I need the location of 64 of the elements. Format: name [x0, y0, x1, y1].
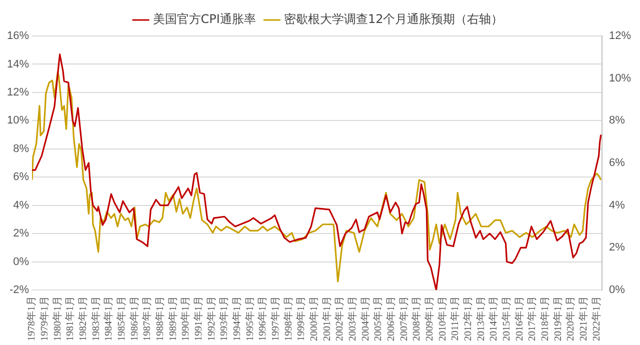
x-tick-label: 2002年1月 — [334, 296, 346, 341]
x-tick-label: 1993年1月 — [218, 296, 230, 341]
y-tick-label: 10% — [6, 114, 30, 127]
x-tick-label: 2000年1月 — [308, 296, 320, 341]
y2-tick-label: 6% — [608, 157, 626, 170]
x-tick-label: 2019年1月 — [552, 296, 564, 341]
x-tick-label: 1984年1月 — [102, 296, 115, 341]
x-tick-label: 1990年1月 — [180, 296, 192, 341]
x-tick-label: 1997年1月 — [269, 296, 282, 341]
x-tick-label: 2006年1月 — [384, 296, 397, 341]
x-tick-label: 2020年1月 — [564, 296, 577, 341]
x-tick-label: 1992年1月 — [205, 296, 218, 341]
x-tick-label: 2022年1月 — [590, 296, 602, 341]
y2-tick-label: 2% — [608, 242, 626, 254]
x-tick-label: 1982年1月 — [76, 296, 89, 341]
y-tick-label: 12% — [6, 86, 30, 98]
legend-label: 密歇根大学调查12个月通胀预期（右轴） — [284, 12, 504, 26]
x-tick-label: 1988年1月 — [154, 296, 166, 341]
x-tick-label: 1987年1月 — [141, 296, 154, 341]
x-tick-label: 2017年1月 — [526, 296, 538, 341]
x-tick-label: 1986年1月 — [128, 296, 140, 341]
x-tick-label: 1983年1月 — [90, 296, 102, 341]
x-tick-label: 2018年1月 — [538, 296, 551, 341]
y2-tick-label: 0% — [608, 284, 626, 296]
legend-label: 美国官方CPI通胀率 — [152, 12, 256, 26]
x-tick-label: 2012年1月 — [462, 296, 474, 341]
x-tick-label: 1989年1月 — [166, 296, 179, 341]
x-tick-label: 2016年1月 — [513, 296, 526, 341]
x-tick-label: 2021年1月 — [577, 296, 590, 341]
x-tick-label: 2013年1月 — [474, 296, 487, 341]
x-tick-label: 1991年1月 — [192, 296, 204, 341]
x-tick-label: 1978年1月 — [26, 296, 38, 341]
x-tick-label: 2001年1月 — [320, 296, 333, 341]
y-tick-label: -2% — [9, 284, 30, 296]
y-tick-label: 14% — [6, 58, 30, 70]
x-tick-label: 1994年1月 — [230, 296, 243, 341]
x-tick-label: 2011年1月 — [449, 296, 462, 341]
x-tick-label: 1999年1月 — [295, 296, 308, 341]
x-tick-label: 2010年1月 — [436, 296, 448, 341]
x-tick-label: 1996年1月 — [256, 296, 269, 341]
y2-tick-label: 10% — [608, 72, 632, 84]
y-tick-label: 6% — [13, 171, 30, 184]
x-tick-label: 1995年1月 — [244, 296, 256, 341]
x-tick-label: 2015年1月 — [500, 296, 512, 341]
y2-tick-label: 4% — [608, 199, 626, 212]
y-tick-label: 4% — [13, 199, 30, 212]
y-tick-label: 0% — [13, 256, 30, 268]
x-tick-label: 2004年1月 — [359, 296, 372, 341]
y2-tick-label: 12% — [608, 30, 632, 42]
x-tick-label: 1998年1月 — [282, 296, 294, 341]
x-tick-label: 2007年1月 — [398, 296, 410, 341]
x-tick-label: 1981年1月 — [64, 296, 76, 341]
x-tick-label: 2014年1月 — [488, 296, 500, 341]
y-tick-label: 2% — [13, 228, 30, 240]
x-tick-label: 1980年1月 — [51, 296, 64, 341]
y2-tick-label: 8% — [608, 114, 626, 127]
x-tick-label: 2003年1月 — [346, 296, 358, 341]
x-tick-label: 2005年1月 — [372, 296, 384, 341]
x-tick-label: 1979年1月 — [38, 296, 50, 341]
y-tick-label: 8% — [13, 142, 30, 155]
y-tick-label: 16% — [6, 30, 30, 42]
x-tick-label: 2009年1月 — [423, 296, 436, 341]
x-tick-label: 1985年1月 — [115, 296, 128, 341]
x-tick-label: 2008年1月 — [410, 296, 423, 341]
